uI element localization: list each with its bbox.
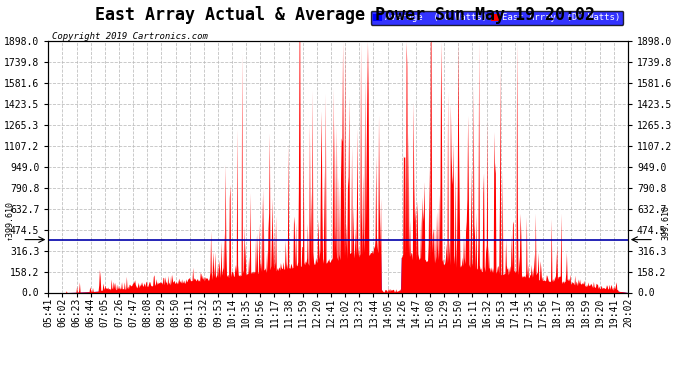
Text: ↑399.610: ↑399.610 xyxy=(4,200,13,240)
Text: Copyright 2019 Cartronics.com: Copyright 2019 Cartronics.com xyxy=(52,32,208,41)
Text: East Array Actual & Average Power Sun May 19 20:02: East Array Actual & Average Power Sun Ma… xyxy=(95,6,595,24)
Legend: Average  (DC Watts), East Array  (DC Watts): Average (DC Watts), East Array (DC Watts… xyxy=(371,10,623,25)
Text: 399.610: 399.610 xyxy=(661,205,670,240)
